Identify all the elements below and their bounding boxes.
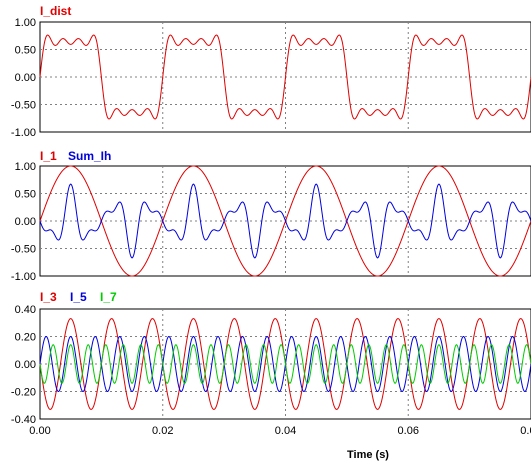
y-tick-label: -0.50 [11,244,36,256]
x-tick-label: 0.08 [520,425,531,437]
x-tick-label: 0.04 [275,425,296,437]
y-tick-label: 0.00 [15,216,36,228]
y-tick-label: -1.00 [11,271,36,283]
panel-individual-harmonics: I_3 I_5 I_7 0.400.200.00-0.20-0.400.00 0.… [11,290,531,437]
y-tick-label: -0.50 [11,100,36,112]
legend-sum-ih: Sum_Ih [68,149,111,163]
series-line-i-dist [39,34,531,120]
y-tick-label: 0.50 [15,189,36,201]
legend-i-3: I_3 [40,290,57,304]
legend-i-1: I_1 [40,149,57,163]
y-tick-label: 0.50 [15,45,36,57]
y-tick-label: 0.00 [15,359,36,371]
panel-distorted-current: I_dist 1.00 0.50 0.00 -0.50 -1.00 [11,4,531,139]
y-tick-label: 1.00 [15,17,36,29]
x-tick-label: 0.02 [152,425,173,437]
x-tick-label: 0.06 [398,425,419,437]
legend-i-dist: I_dist [40,4,71,18]
y-tick-label: 0.20 [15,332,36,344]
series-line-sum-ih [39,183,531,259]
y-tick-label: 0.00 [15,72,36,84]
y-tick-label: 0.40 [15,304,36,316]
series-line-i-7 [39,344,531,384]
y-tick-label: 1.00 [15,161,36,173]
legend-i-5: I_5 [70,290,87,304]
legend-i-7: I_7 [100,290,117,304]
y-tick-label: -0.40 [11,414,36,426]
x-tick-label: 0.00 [29,425,50,437]
panel-fundamental-and-harmonics: I_1 Sum_Ih 1.00 0.50 0.00 -0.50 -1.00 [11,149,531,283]
y-tick-label: -0.20 [11,387,36,399]
y-tick-label: -1.00 [11,127,36,139]
x-axis-label: Time (s) [347,449,389,461]
